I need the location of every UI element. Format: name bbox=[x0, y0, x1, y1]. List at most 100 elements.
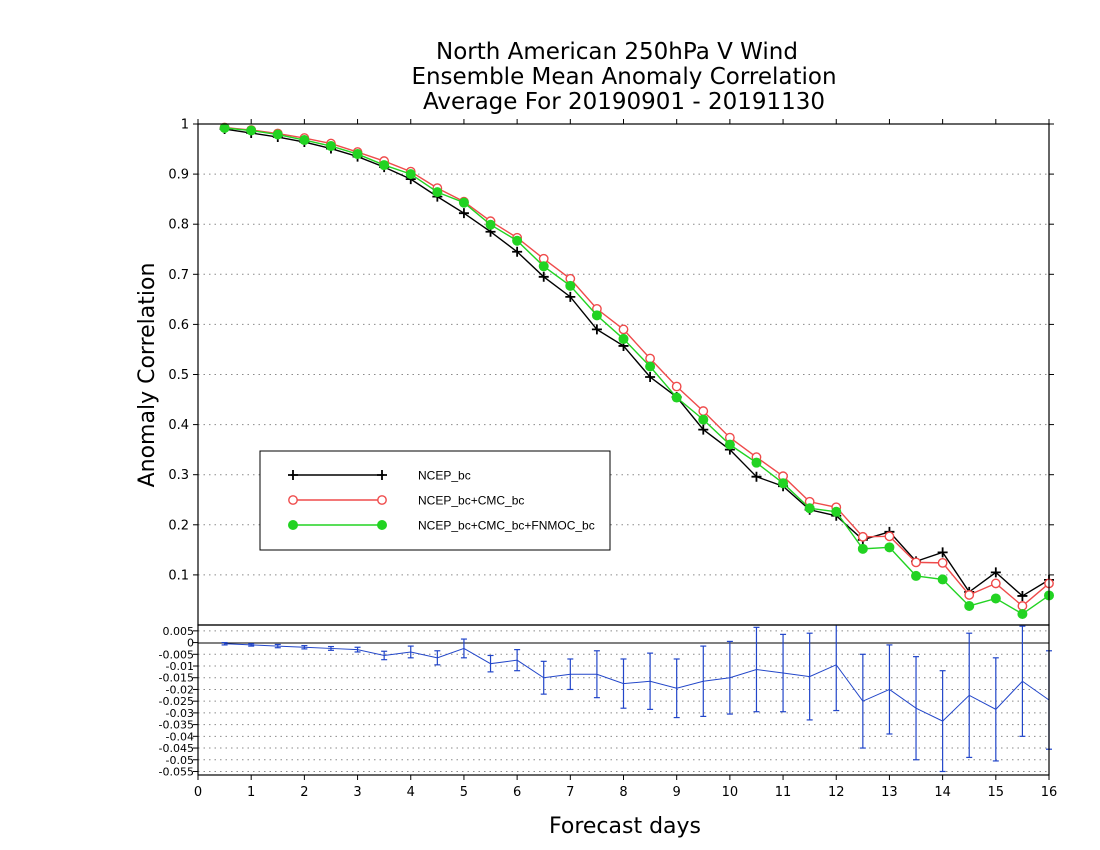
circle-marker bbox=[937, 557, 948, 568]
x-tick-label: 2 bbox=[300, 785, 308, 800]
chart-title-line-3: Average For 20190901 - 20191130 bbox=[423, 89, 825, 115]
dot-marker bbox=[512, 235, 523, 246]
bottom-y-tick-label: -0.035 bbox=[159, 719, 194, 732]
bottom-y-tick-label: -0.04 bbox=[166, 730, 194, 743]
top-y-axis: 0.1 0.2 0.3 0.4 0.5 0.6 0.7 0.8 0.9 1 bbox=[168, 118, 1054, 583]
dot-marker bbox=[538, 261, 549, 272]
x-tick-label: 14 bbox=[934, 785, 951, 800]
legend-plus-marker bbox=[288, 470, 298, 480]
plus-marker bbox=[565, 291, 576, 302]
dot-marker bbox=[884, 542, 895, 553]
plus-marker bbox=[698, 424, 709, 435]
x-tick-label: 15 bbox=[988, 785, 1005, 800]
circle-marker bbox=[911, 557, 921, 568]
dot-marker bbox=[645, 361, 656, 372]
circle-marker bbox=[990, 578, 1001, 589]
dot-marker bbox=[751, 457, 762, 468]
bottom-y-tick-label: -0.025 bbox=[159, 695, 194, 708]
x-tick-label: 16 bbox=[1041, 785, 1058, 800]
legend: NCEP_bc NCEP_bc+CMC_bc NCEP_bc+CMC_bc+FNMO… bbox=[259, 450, 611, 551]
chart-title-line-2: Ensemble Mean Anomaly Correlation bbox=[411, 64, 836, 90]
bottom-y-tick-label: -0.055 bbox=[159, 765, 194, 778]
plus-marker bbox=[1017, 590, 1028, 601]
plus-marker bbox=[645, 372, 656, 383]
bottom-y-tick-label: 0.005 bbox=[163, 625, 195, 638]
legend-circle-marker bbox=[288, 495, 298, 505]
top-y-tick-label: 0.2 bbox=[168, 518, 189, 533]
plus-marker bbox=[937, 547, 948, 558]
top-series bbox=[219, 122, 1054, 619]
bottom-y-tick-label: 0 bbox=[187, 637, 194, 650]
legend-dot-marker bbox=[288, 520, 298, 530]
dot-marker bbox=[857, 543, 868, 554]
dot-marker bbox=[246, 125, 257, 136]
x-tick-label: 8 bbox=[619, 785, 627, 800]
dot-marker bbox=[458, 197, 469, 208]
top-y-tick-label: 0.3 bbox=[168, 468, 189, 483]
bottom-y-tick-label: -0.01 bbox=[166, 660, 194, 673]
dot-marker bbox=[325, 141, 336, 152]
circle-marker bbox=[884, 531, 895, 542]
bottom-series bbox=[221, 625, 1052, 773]
x-tick-label: 0 bbox=[194, 785, 202, 800]
x-axis: 0 1 2 3 4 5 6 7 8 9 10 11 12 13 14 15 16 bbox=[194, 119, 1057, 800]
bottom-y-tick-label: -0.05 bbox=[166, 754, 194, 767]
circle-marker bbox=[857, 531, 868, 542]
dot-marker bbox=[698, 414, 709, 425]
dot-marker bbox=[831, 506, 842, 517]
dot-marker bbox=[272, 129, 283, 140]
dot-marker bbox=[990, 593, 1001, 604]
bottom-y-tick-label: -0.02 bbox=[166, 683, 194, 696]
x-tick-label: 7 bbox=[566, 785, 574, 800]
circle-marker bbox=[645, 353, 655, 364]
bottom-y-tick-label: -0.015 bbox=[159, 672, 194, 685]
plus-marker bbox=[538, 271, 549, 282]
legend-label: NCEP_bc+CMC_bc+FNMOC_bc bbox=[418, 519, 595, 533]
x-tick-label: 6 bbox=[513, 785, 521, 800]
dot-marker bbox=[432, 187, 443, 198]
bottom-y-tick-label: -0.005 bbox=[159, 648, 194, 661]
x-tick-label: 4 bbox=[407, 785, 415, 800]
circle-marker bbox=[964, 590, 975, 600]
dot-marker bbox=[219, 123, 230, 134]
x-axis-label: Forecast days bbox=[549, 814, 701, 839]
dot-marker bbox=[618, 333, 629, 344]
legend-label: NCEP_bc+CMC_bc bbox=[418, 494, 524, 508]
bottom-y-axis: 0.0050-0.005-0.01-0.015-0.02-0.025-0.03-… bbox=[159, 625, 198, 778]
x-tick-label: 12 bbox=[828, 785, 845, 800]
dot-marker bbox=[565, 280, 576, 291]
dot-marker bbox=[379, 160, 390, 171]
circle-marker bbox=[698, 406, 709, 416]
bottom-y-tick-label: -0.045 bbox=[159, 742, 194, 755]
top-y-tick-label: 0.7 bbox=[168, 268, 189, 283]
dot-marker bbox=[299, 135, 310, 146]
dot-marker bbox=[352, 149, 363, 160]
top-y-tick-label: 0.9 bbox=[168, 168, 189, 183]
top-y-tick-label: 0.6 bbox=[168, 318, 189, 333]
difference-series bbox=[221, 625, 1052, 773]
dot-marker bbox=[1017, 608, 1028, 619]
plus-marker bbox=[512, 246, 523, 257]
legend-dot-marker bbox=[377, 520, 387, 530]
dot-marker bbox=[724, 439, 735, 450]
x-tick-label: 13 bbox=[881, 785, 898, 800]
x-tick-label: 5 bbox=[460, 785, 468, 800]
difference-line bbox=[224, 643, 1050, 722]
x-tick-label: 1 bbox=[247, 785, 255, 800]
top-y-tick-label: 0.1 bbox=[168, 568, 189, 583]
legend-entry: NCEP_bc+CMC_bc bbox=[288, 494, 524, 508]
top-y-tick-label: 0.8 bbox=[168, 218, 189, 233]
plus-marker bbox=[751, 471, 762, 482]
legend-entries: NCEP_bc NCEP_bc+CMC_bc NCEP_bc+CMC_bc+FNMO… bbox=[288, 469, 595, 533]
legend-label: NCEP_bc bbox=[418, 469, 471, 483]
dot-marker bbox=[485, 219, 496, 230]
chart-title-line-1: North American 250hPa V Wind bbox=[436, 39, 798, 65]
circle-marker bbox=[1017, 601, 1028, 611]
top-y-tick-label: 1 bbox=[181, 118, 189, 133]
dot-marker bbox=[964, 600, 975, 611]
dot-marker bbox=[778, 478, 789, 489]
dot-marker bbox=[671, 392, 682, 403]
top-y-tick-label: 0.4 bbox=[168, 418, 189, 433]
circle-marker bbox=[618, 324, 629, 335]
